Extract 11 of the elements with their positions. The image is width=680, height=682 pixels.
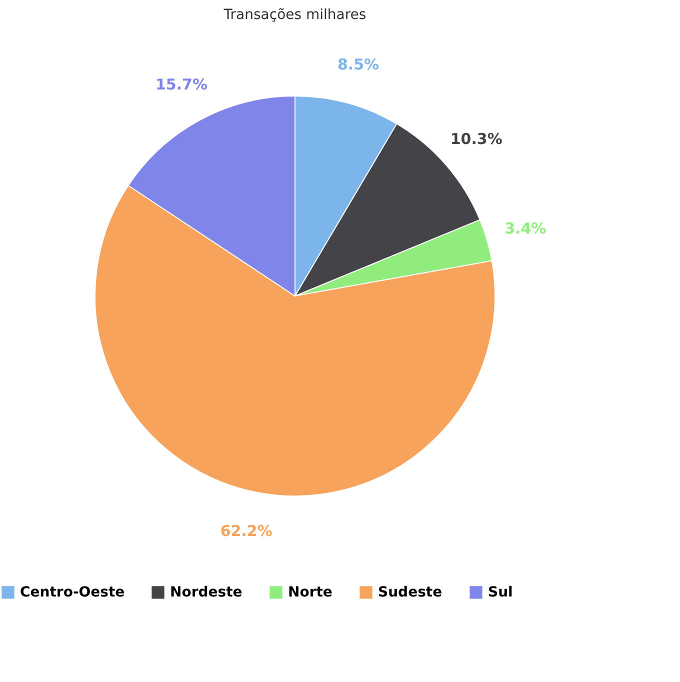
data-label: 62.2% xyxy=(220,522,272,540)
legend-label: Nordeste xyxy=(170,584,242,600)
data-label: 8.5% xyxy=(337,55,380,74)
data-label: 3.4% xyxy=(504,220,546,238)
legend-label: Sudeste xyxy=(378,584,442,600)
legend-label: Norte xyxy=(288,584,332,600)
data-label: 10.3% xyxy=(450,130,502,148)
legend-label: Sul xyxy=(488,584,513,600)
legend-label: Centro-Oeste xyxy=(20,584,125,600)
data-label: 15.7% xyxy=(155,76,208,94)
chart-title: Transações milhares xyxy=(222,7,366,23)
